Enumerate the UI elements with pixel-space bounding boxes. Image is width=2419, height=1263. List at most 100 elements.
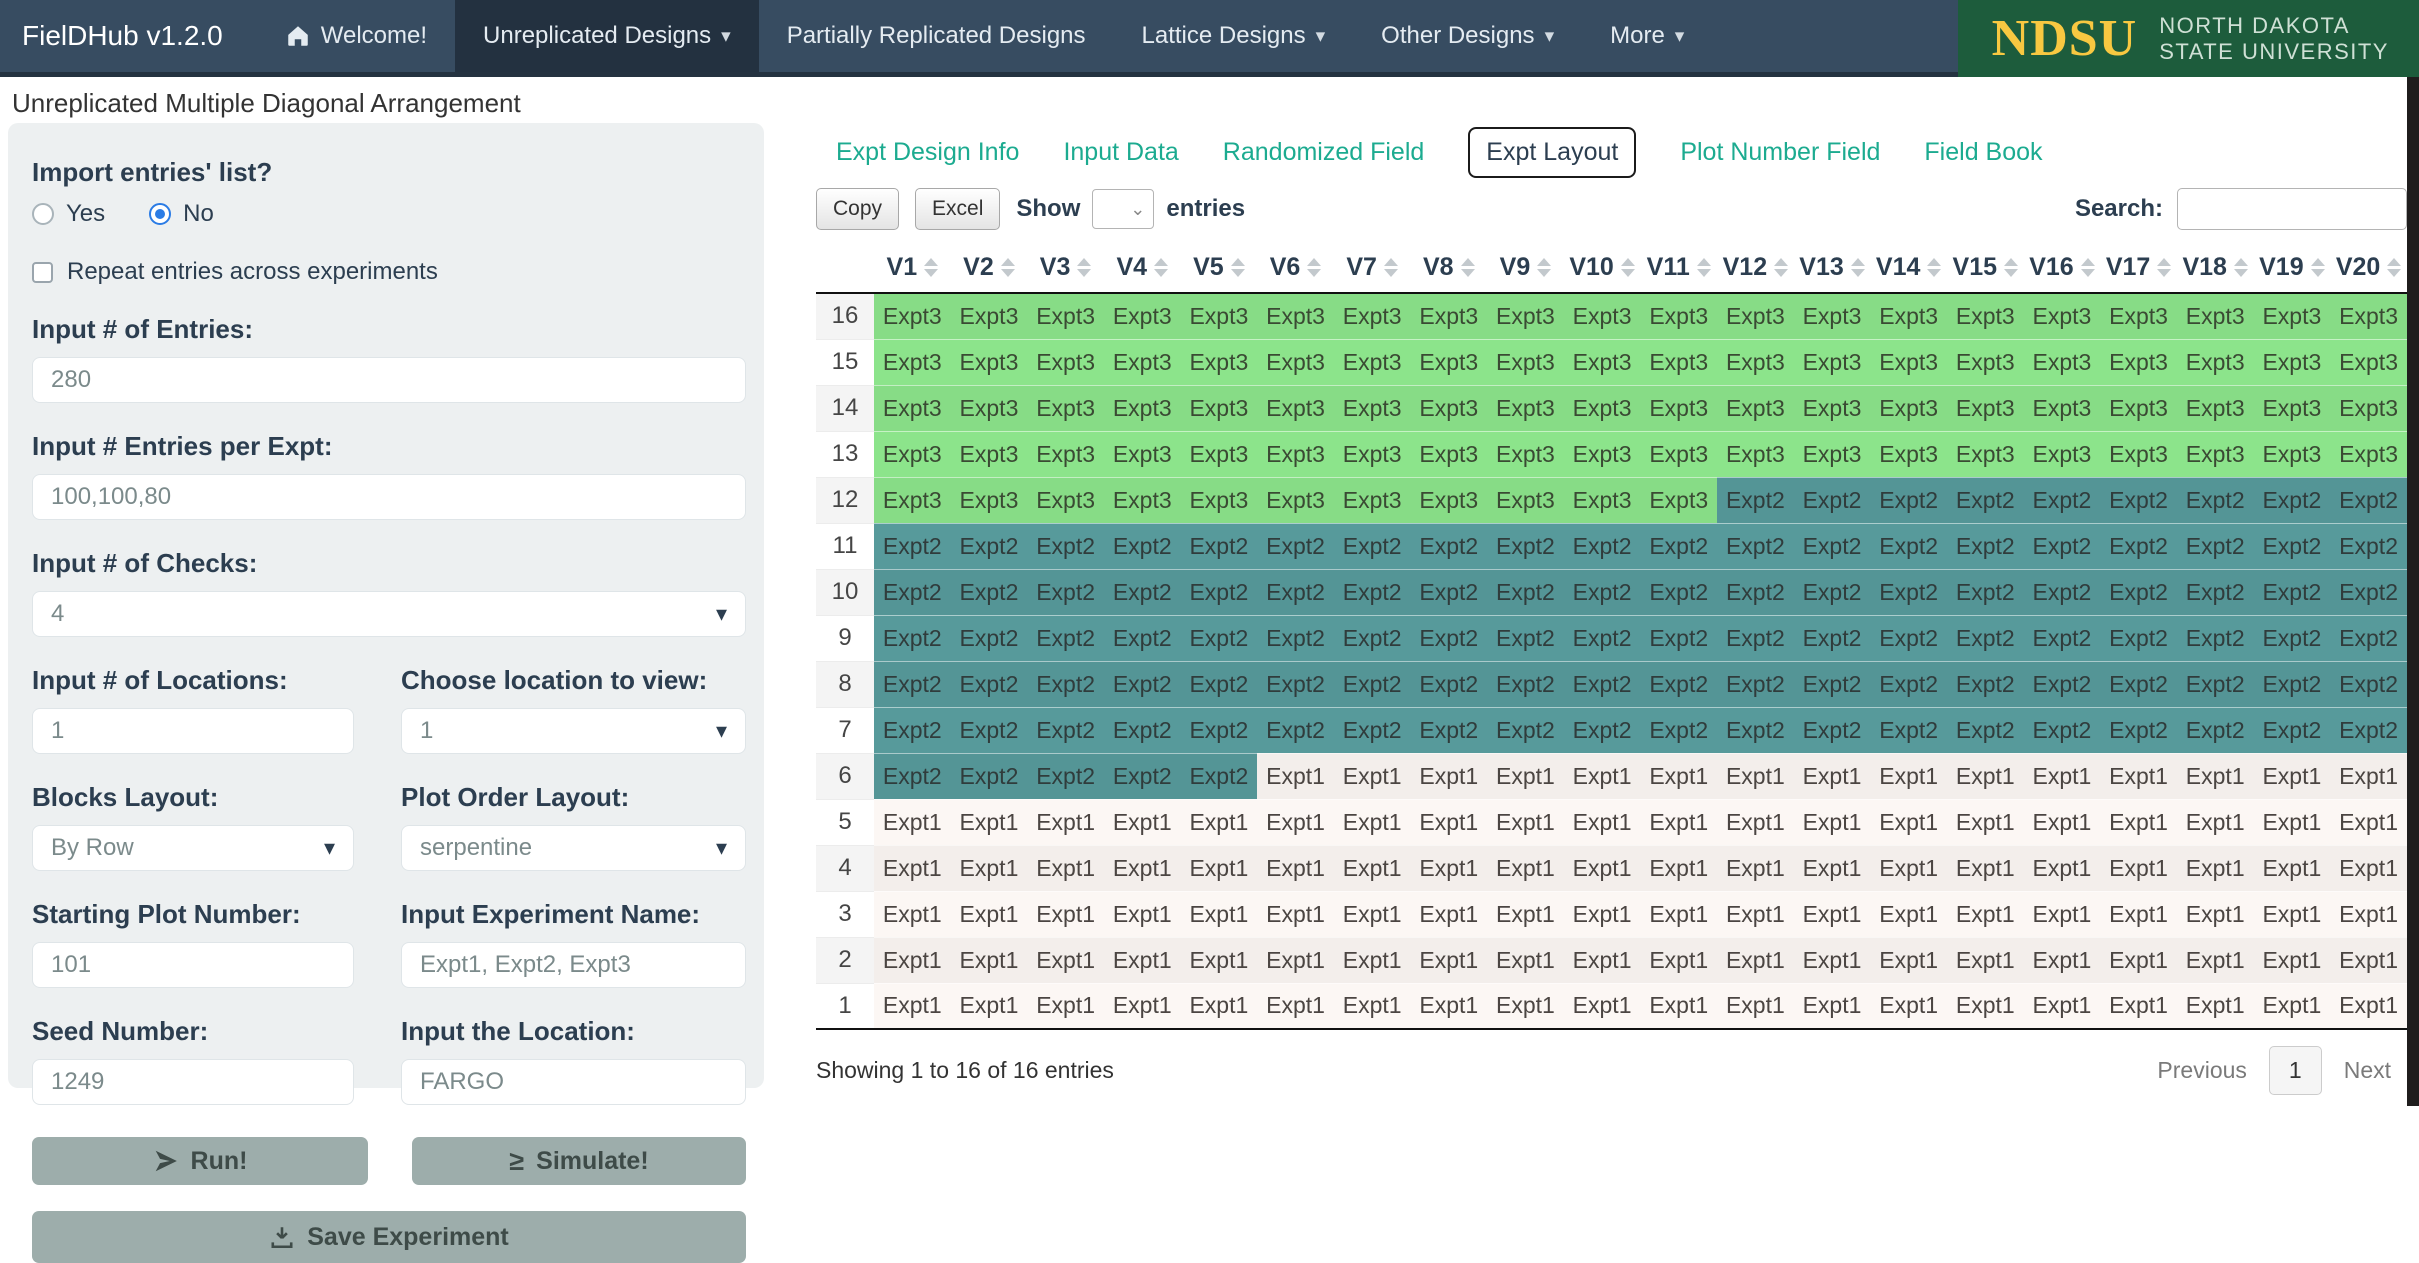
- layout-cell: Expt1: [1180, 798, 1258, 845]
- layout-cell: Expt1: [2176, 890, 2254, 937]
- layout-cell: Expt2: [1103, 568, 1181, 615]
- checkbox-unchecked-icon[interactable]: [32, 261, 53, 283]
- column-header-v13[interactable]: V13: [1793, 242, 1871, 294]
- layout-cell: Expt3: [1410, 338, 1488, 385]
- column-header-v11[interactable]: V11: [1640, 242, 1718, 294]
- sort-icon: [2310, 258, 2325, 277]
- column-header-v7[interactable]: V7: [1333, 242, 1411, 294]
- radio-no[interactable]: No: [149, 200, 214, 228]
- layout-cell: Expt2: [2100, 660, 2177, 707]
- save-experiment-button[interactable]: Save Experiment: [32, 1211, 746, 1263]
- layout-cell: Expt3: [1257, 430, 1334, 477]
- column-header-v16[interactable]: V16: [2023, 242, 2101, 294]
- layout-cell: Expt1: [1180, 982, 1258, 1029]
- layout-cell: Expt2: [1027, 706, 1104, 753]
- tab-expt-design-info[interactable]: Expt Design Info: [836, 137, 1020, 166]
- row-number: 2: [816, 936, 874, 983]
- page-length-select[interactable]: ⌄: [1092, 189, 1155, 229]
- layout-cell: Expt1: [2330, 844, 2407, 891]
- layout-cell: Expt3: [1027, 384, 1104, 431]
- tab-expt-layout[interactable]: Expt Layout: [1468, 126, 1637, 178]
- layout-cell: Expt3: [874, 338, 951, 385]
- tab-plot-number-field[interactable]: Plot Number Field: [1680, 137, 1881, 166]
- layout-cell: Expt2: [1487, 568, 1564, 615]
- search-input[interactable]: [2177, 188, 2407, 230]
- entries-label: Input # of Entries:: [32, 314, 253, 344]
- column-header-v14[interactable]: V14: [1870, 242, 1947, 294]
- radio-unchecked-icon[interactable]: [32, 203, 54, 225]
- layout-cell: Expt1: [874, 936, 951, 983]
- layout-cell: Expt1: [1870, 844, 1947, 891]
- column-header-v17[interactable]: V17: [2100, 242, 2177, 294]
- copy-button[interactable]: Copy: [816, 188, 900, 230]
- column-header-v10[interactable]: V10: [1563, 242, 1641, 294]
- tab-input-data[interactable]: Input Data: [1063, 137, 1179, 166]
- column-header-v1[interactable]: V1: [874, 242, 951, 294]
- layout-cell: Expt1: [1180, 936, 1258, 983]
- location-input[interactable]: [401, 1059, 746, 1105]
- nav-item-other-designs[interactable]: Other Designs ▾: [1381, 22, 1555, 49]
- view-location-select[interactable]: 1 ▾: [401, 708, 746, 754]
- column-header-v19[interactable]: V19: [2253, 242, 2331, 294]
- nav-item-unreplicated-designs[interactable]: Unreplicated Designs ▾: [455, 0, 759, 72]
- layout-cell: Expt2: [950, 752, 1028, 799]
- excel-button[interactable]: Excel: [915, 188, 1001, 230]
- column-header-v6[interactable]: V6: [1257, 242, 1334, 294]
- caret-down-icon: ▾: [715, 718, 727, 743]
- column-header-v20[interactable]: V20: [2330, 242, 2407, 294]
- sort-icon: [1620, 258, 1635, 277]
- tab-randomized-field[interactable]: Randomized Field: [1222, 137, 1425, 166]
- column-header-v15[interactable]: V15: [1946, 242, 2024, 294]
- layout-cell: Expt2: [1103, 522, 1181, 569]
- column-header-v9[interactable]: V9: [1487, 242, 1564, 294]
- layout-cell: Expt2: [1333, 706, 1411, 753]
- caret-down-icon: ▾: [715, 601, 727, 626]
- nav-item-more[interactable]: More ▾: [1610, 22, 1685, 49]
- layout-cell: Expt3: [1640, 338, 1718, 385]
- previous-page-button[interactable]: Previous: [2157, 1057, 2247, 1083]
- locations-input[interactable]: [32, 708, 354, 754]
- nav-item-partially-replicated-designs[interactable]: Partially Replicated Designs: [786, 22, 1086, 49]
- run-button[interactable]: Run!: [32, 1137, 368, 1185]
- blocks-layout-select[interactable]: By Row ▾: [32, 825, 354, 871]
- entries-input[interactable]: [32, 357, 746, 403]
- sort-icon: [1077, 258, 1092, 277]
- column-header-v8[interactable]: V8: [1410, 242, 1488, 294]
- tab-field-book[interactable]: Field Book: [1924, 137, 2043, 166]
- layout-cell: Expt1: [2176, 752, 2254, 799]
- layout-cell: Expt2: [1717, 476, 1794, 523]
- layout-cell: Expt1: [1410, 844, 1488, 891]
- repeat-entries-checkbox-row[interactable]: Repeat entries across experiments: [32, 258, 746, 286]
- plot-order-select[interactable]: serpentine ▾: [401, 825, 746, 871]
- radio-checked-icon[interactable]: [149, 203, 172, 225]
- checks-select[interactable]: 4 ▾: [32, 591, 746, 637]
- column-header-v2[interactable]: V2: [950, 242, 1028, 294]
- column-header-v5[interactable]: V5: [1180, 242, 1258, 294]
- layout-cell: Expt1: [1640, 798, 1718, 845]
- expt-name-input[interactable]: [401, 942, 746, 988]
- layout-cell: Expt3: [1027, 430, 1104, 477]
- column-header-v3[interactable]: V3: [1027, 242, 1104, 294]
- current-page-button[interactable]: 1: [2268, 1046, 2322, 1095]
- window-edge-scrollbar[interactable]: [2407, 77, 2419, 1106]
- seed-input[interactable]: [32, 1059, 354, 1105]
- layout-cell: Expt2: [2253, 476, 2331, 523]
- layout-cell: Expt2: [874, 614, 951, 661]
- starting-plot-input[interactable]: [32, 942, 354, 988]
- radio-yes[interactable]: Yes: [32, 200, 105, 228]
- nav-item-welcome[interactable]: Welcome!: [257, 0, 455, 72]
- simulate-button[interactable]: ≥ Simulate!: [412, 1137, 746, 1185]
- column-header-v4[interactable]: V4: [1103, 242, 1181, 294]
- column-header-v12[interactable]: V12: [1717, 242, 1794, 294]
- table-row: 16 Expt3 Expt3 Expt3 Expt3 Expt3 Expt3 Expt3 Exp…: [816, 292, 2407, 339]
- layout-cell: Expt3: [950, 338, 1028, 385]
- layout-cell: Expt2: [874, 752, 951, 799]
- next-page-button[interactable]: Next: [2343, 1057, 2391, 1083]
- layout-cell: Expt3: [874, 430, 951, 477]
- row-number: 16: [816, 292, 874, 339]
- layout-cell: Expt1: [1487, 798, 1564, 845]
- entries-per-expt-input[interactable]: [32, 474, 746, 520]
- layout-cell: Expt2: [2100, 476, 2177, 523]
- column-header-v18[interactable]: V18: [2176, 242, 2254, 294]
- nav-item-lattice-designs[interactable]: Lattice Designs ▾: [1141, 22, 1326, 49]
